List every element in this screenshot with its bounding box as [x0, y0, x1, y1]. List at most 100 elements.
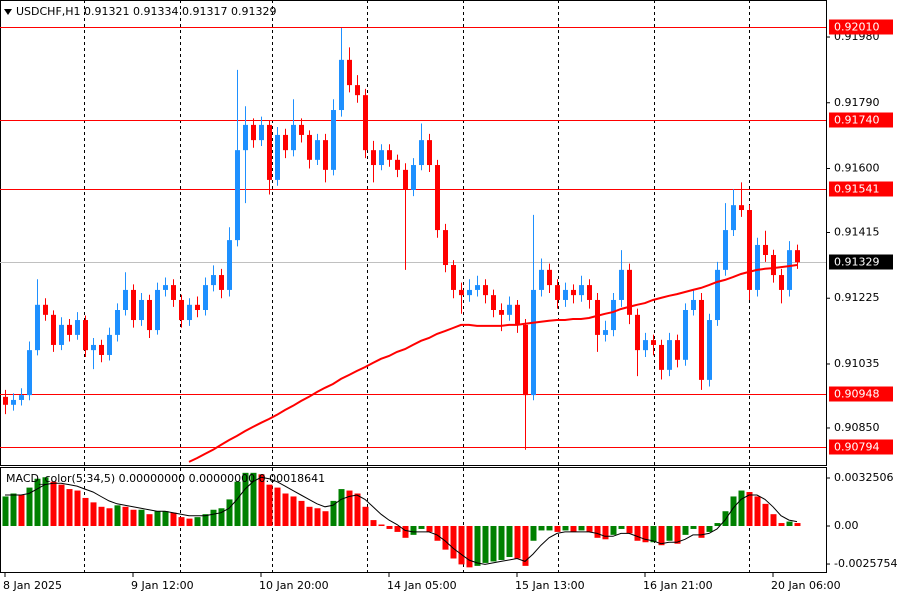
- macd-bar: [386, 525, 393, 529]
- macd-bar: [66, 489, 73, 526]
- candle-body: [763, 244, 768, 255]
- candle-body: [675, 340, 680, 360]
- candle-body: [59, 324, 64, 345]
- macd-title: MACD_color(5,34,5) 0.00000000 0.00000000…: [6, 472, 325, 485]
- macd-bar: [50, 481, 57, 526]
- candle-body: [571, 289, 576, 296]
- macd-panel-frame: [0, 467, 827, 573]
- macd-bar: [674, 525, 681, 544]
- candle-body: [539, 269, 544, 290]
- candle-body: [243, 124, 248, 151]
- candle-body: [443, 230, 448, 266]
- candle-body: [179, 299, 184, 321]
- candle-body: [299, 124, 304, 135]
- candle-body: [235, 150, 240, 241]
- level-label-box: [829, 181, 893, 197]
- macd-bar: [234, 481, 241, 526]
- candle-body: [203, 285, 208, 310]
- macd-bar: [626, 525, 633, 534]
- candle-body: [667, 340, 672, 370]
- macd-bar: [82, 497, 89, 526]
- candle-body: [507, 304, 512, 315]
- macd-bar: [258, 474, 265, 526]
- macd-bar: [594, 525, 601, 538]
- candle-body: [99, 344, 104, 355]
- candle-body: [547, 269, 552, 286]
- macd-bar: [138, 509, 145, 526]
- macd-bar: [402, 525, 409, 538]
- candle-body: [147, 299, 152, 331]
- candle-body: [515, 304, 520, 325]
- x-tick-label: 14 Jan 05:00: [387, 579, 457, 592]
- candle-body: [523, 324, 528, 396]
- candle-body: [275, 134, 280, 180]
- candle-body: [611, 299, 616, 331]
- macd-bar: [410, 525, 417, 535]
- level-label-box: [829, 386, 893, 402]
- macd-bar: [154, 511, 161, 526]
- macd-bar: [778, 523, 785, 526]
- candle-body: [11, 399, 16, 405]
- candle-body: [643, 340, 648, 351]
- candle-body: [323, 140, 328, 170]
- candle-body: [403, 169, 408, 190]
- macd-bar: [706, 525, 713, 532]
- candle-body: [75, 320, 80, 335]
- macd-bar: [330, 500, 337, 526]
- candle-body: [83, 320, 88, 351]
- macd-bar: [218, 508, 225, 526]
- macd-bar: [114, 505, 121, 526]
- candle-body: [475, 285, 480, 290]
- macd-bar: [42, 477, 49, 526]
- macd-bar: [570, 525, 577, 532]
- macd-bar: [186, 518, 193, 526]
- candle-body: [747, 210, 752, 290]
- y-tick-label: 0.0032506: [834, 471, 894, 484]
- x-tick-label: 20 Jan 06:00: [771, 579, 841, 592]
- candle-body: [755, 244, 760, 290]
- candle-body: [363, 95, 368, 151]
- y-tick-label: 0.91035: [834, 357, 880, 370]
- macd-bar: [554, 525, 561, 532]
- symbol-menu-arrow[interactable]: [4, 9, 12, 15]
- candle-body: [355, 85, 360, 96]
- macd-bar: [10, 493, 17, 526]
- level-label-box: [829, 112, 893, 128]
- last-price-box: [829, 254, 893, 270]
- macd-bar: [290, 496, 297, 526]
- macd-bar: [602, 525, 609, 540]
- candle-body: [51, 314, 56, 345]
- macd-signal-line: [5, 476, 798, 565]
- y-tick-label: 0.00: [834, 519, 859, 532]
- macd-bar: [746, 492, 753, 526]
- macd-bar: [426, 525, 433, 532]
- macd-bar: [162, 511, 169, 526]
- macd-bar: [442, 525, 449, 550]
- level-label-box: [829, 439, 893, 455]
- candle-body: [35, 304, 40, 351]
- candle-body: [219, 275, 224, 290]
- candle-body: [43, 304, 48, 315]
- candle-body: [595, 299, 600, 335]
- macd-bar: [322, 511, 329, 526]
- macd-bar: [434, 525, 441, 541]
- macd-bar: [146, 514, 153, 526]
- macd-bar: [194, 517, 201, 526]
- macd-bar: [58, 484, 65, 526]
- macd-bar: [338, 489, 345, 526]
- macd-bar: [394, 525, 401, 532]
- macd-bar: [170, 512, 177, 526]
- macd-bar: [586, 525, 593, 532]
- macd-bar: [274, 487, 281, 526]
- macd-bar: [378, 524, 385, 526]
- candle-body: [795, 250, 800, 263]
- macd-bar: [106, 508, 113, 526]
- last-price-label: 0.91329: [834, 256, 880, 269]
- candle-body: [587, 285, 592, 300]
- macd-bar: [74, 490, 81, 526]
- candle-body: [419, 140, 424, 166]
- macd-bar: [474, 525, 481, 566]
- x-tick-label: 10 Jan 20:00: [259, 579, 329, 592]
- candle-body: [635, 314, 640, 351]
- macd-bar: [306, 506, 313, 526]
